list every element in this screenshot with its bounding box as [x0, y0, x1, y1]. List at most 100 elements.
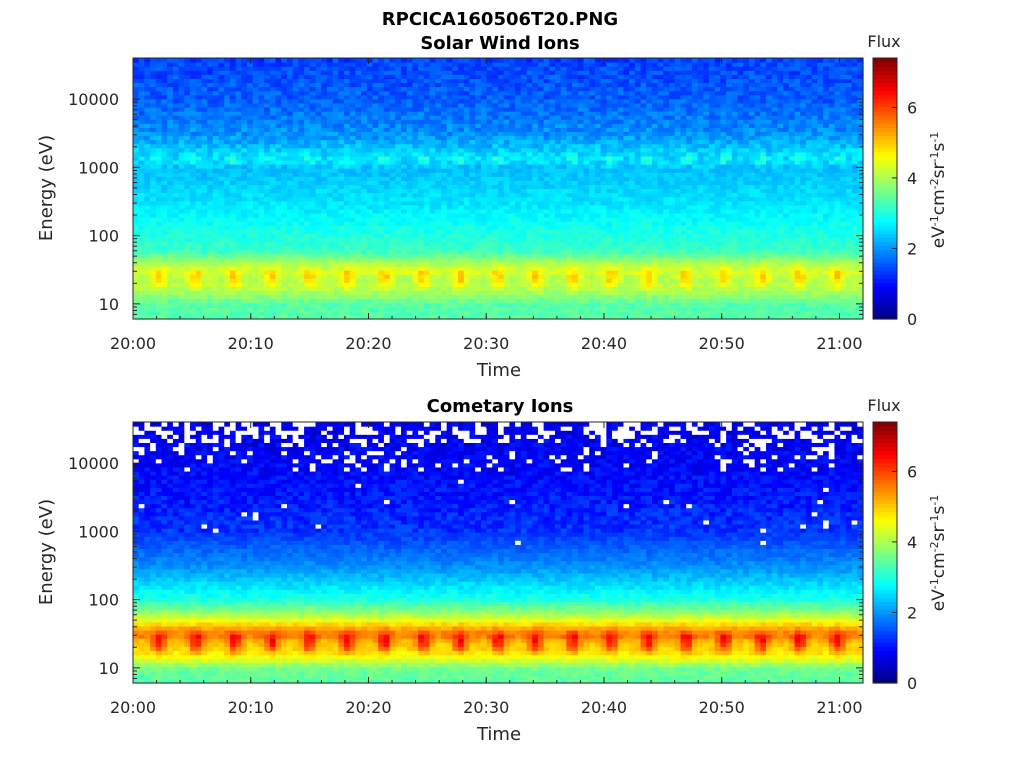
- heatmap-cell: [144, 119, 151, 124]
- heatmap-cell: [292, 111, 299, 116]
- heatmap-cell: [366, 188, 374, 194]
- heatmap-cell: [577, 310, 585, 316]
- heatmap-cell: [458, 261, 465, 267]
- heatmap-cell: [383, 62, 391, 67]
- heatmap-cell: [549, 261, 556, 267]
- heatmap-cell: [486, 82, 493, 88]
- heatmap-cell: [184, 196, 191, 202]
- heatmap-cell: [224, 204, 231, 210]
- heatmap-cell: [190, 168, 197, 173]
- heatmap-cell: [184, 164, 191, 169]
- heatmap-cell: [315, 139, 322, 145]
- heatmap-cell: [486, 233, 493, 239]
- heatmap-cell: [480, 253, 488, 259]
- heatmap-cell: [555, 298, 562, 304]
- heatmap-cell: [315, 70, 322, 75]
- heatmap-cell: [469, 58, 476, 63]
- heatmap-cell: [309, 98, 317, 104]
- heatmap-cell: [304, 314, 311, 320]
- heatmap-cell: [446, 249, 453, 255]
- heatmap-cell: [520, 159, 528, 165]
- heatmap-cell: [138, 261, 145, 267]
- heatmap-cell: [560, 212, 568, 218]
- heatmap-cell: [440, 265, 448, 271]
- heatmap-cell: [326, 147, 334, 153]
- heatmap-cell: [372, 164, 379, 169]
- heatmap-cell: [406, 298, 414, 304]
- heatmap-cell: [326, 159, 334, 165]
- heatmap-cell: [321, 290, 328, 296]
- heatmap-cell: [155, 168, 163, 173]
- heatmap-cell: [446, 265, 453, 271]
- heatmap-cell: [486, 221, 493, 226]
- heatmap-cell: [235, 184, 242, 190]
- heatmap-cell: [229, 90, 237, 96]
- heatmap-cell: [252, 221, 260, 226]
- heatmap-cell: [252, 70, 260, 75]
- heatmap-cell: [133, 176, 140, 181]
- heatmap-cell: [446, 70, 453, 75]
- heatmap-cell: [138, 270, 145, 275]
- heatmap-cell: [292, 217, 299, 222]
- heatmap-cell: [412, 310, 419, 316]
- heatmap-cell: [321, 168, 328, 173]
- heatmap-cell: [463, 310, 471, 316]
- heatmap-cell: [150, 74, 157, 79]
- heatmap-cell: [275, 212, 282, 218]
- heatmap-cell: [258, 290, 265, 296]
- heatmap-cell: [224, 257, 231, 263]
- heatmap-cell: [201, 221, 208, 226]
- heatmap-cell: [463, 253, 471, 259]
- heatmap-cell: [515, 139, 522, 145]
- heatmap-cell: [304, 86, 311, 92]
- heatmap-cell: [463, 196, 471, 202]
- heatmap-cell: [252, 168, 260, 173]
- heatmap-cell: [247, 192, 254, 198]
- heatmap-cell: [326, 245, 334, 251]
- heatmap-cell: [395, 237, 402, 243]
- heatmap-cell: [218, 302, 225, 308]
- heatmap-cell: [532, 58, 539, 63]
- heatmap-cell: [429, 274, 436, 279]
- heatmap-cell: [458, 294, 465, 300]
- heatmap-cell: [144, 278, 151, 283]
- heatmap-cell: [366, 164, 374, 169]
- heatmap-cell: [560, 78, 568, 84]
- heatmap-cell: [150, 204, 157, 210]
- heatmap-cell: [349, 306, 357, 312]
- heatmap-cell: [338, 237, 345, 243]
- heatmap-cell: [195, 147, 203, 153]
- heatmap-cell: [167, 294, 174, 300]
- heatmap-cell: [412, 139, 419, 145]
- heatmap-cell: [144, 90, 151, 96]
- heatmap-cell: [566, 237, 573, 243]
- heatmap-cell: [212, 233, 220, 239]
- heatmap-cell: [218, 102, 225, 108]
- heatmap-cell: [218, 200, 225, 206]
- heatmap-cell: [178, 221, 185, 226]
- heatmap-cell: [207, 290, 214, 296]
- heatmap-cell: [258, 168, 265, 173]
- heatmap-cell: [155, 111, 163, 116]
- heatmap-cell: [418, 261, 425, 267]
- heatmap-cell: [532, 135, 539, 141]
- heatmap-cell: [435, 172, 442, 177]
- heatmap-cell: [224, 233, 231, 239]
- heatmap-cell: [555, 151, 562, 157]
- heatmap-cell: [184, 229, 191, 234]
- heatmap-cell: [366, 58, 374, 63]
- heatmap-cell: [498, 151, 505, 157]
- heatmap-cell: [560, 294, 568, 300]
- heatmap-cell: [269, 70, 277, 75]
- heatmap-cell: [218, 233, 225, 239]
- heatmap-cell: [172, 106, 180, 112]
- heatmap-cell: [150, 306, 157, 312]
- heatmap-cell: [492, 217, 499, 222]
- heatmap-cell: [458, 217, 465, 222]
- heatmap-cell: [515, 237, 522, 243]
- heatmap-cell: [383, 70, 391, 75]
- heatmap-cell: [440, 111, 448, 116]
- heatmap-cell: [526, 204, 533, 210]
- heatmap-cell: [515, 151, 522, 157]
- heatmap-cell: [241, 257, 248, 263]
